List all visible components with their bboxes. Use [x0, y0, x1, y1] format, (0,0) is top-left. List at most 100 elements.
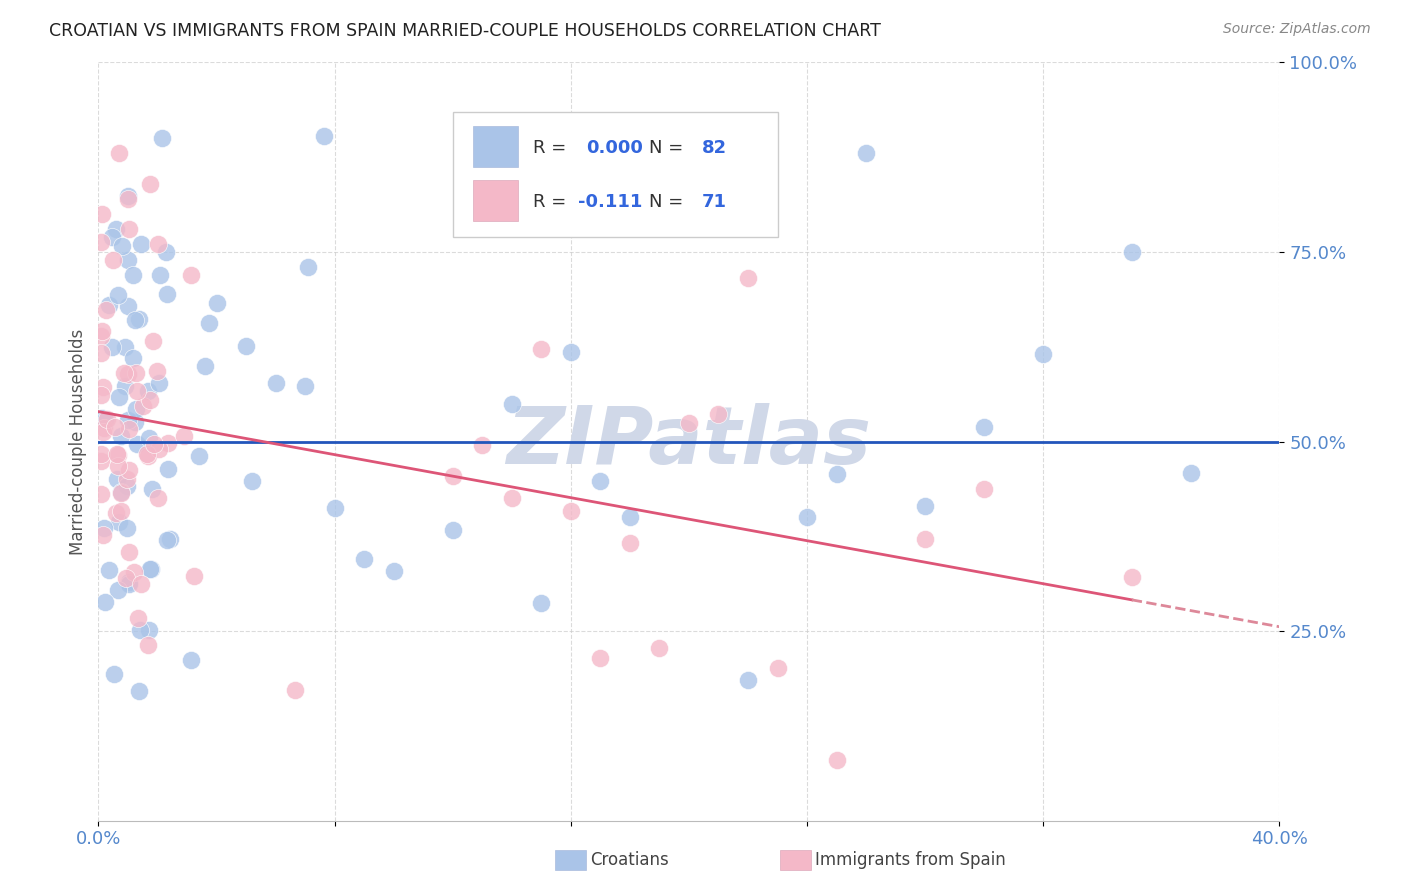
Point	[118, 463, 141, 477]
Point	[125, 384, 148, 398]
Point	[441, 524, 464, 538]
Point	[142, 334, 165, 348]
Point	[132, 400, 155, 414]
Point	[796, 510, 818, 524]
Point	[129, 237, 152, 252]
Point	[648, 640, 671, 655]
Point	[108, 516, 131, 530]
Point	[825, 467, 848, 481]
Point	[127, 437, 149, 451]
Point	[138, 431, 160, 445]
Point	[180, 268, 202, 282]
Point	[111, 239, 134, 253]
Point	[96, 412, 118, 426]
Point	[90, 207, 112, 221]
Point	[110, 484, 132, 499]
Point	[105, 471, 128, 485]
Point	[707, 407, 730, 421]
Point	[115, 479, 138, 493]
Point	[914, 500, 936, 514]
Point	[471, 438, 494, 452]
Point	[97, 564, 120, 578]
Point	[107, 448, 129, 462]
Text: ZIPatlas: ZIPatlas	[506, 402, 872, 481]
Point	[149, 268, 172, 282]
Point	[156, 533, 179, 547]
Point	[118, 222, 141, 236]
Point	[148, 376, 170, 390]
Point	[530, 342, 553, 356]
Point	[1121, 245, 1143, 260]
Point	[914, 532, 936, 546]
Point	[117, 192, 139, 206]
Point	[101, 229, 124, 244]
Point	[240, 474, 263, 488]
Point	[125, 367, 148, 381]
Point	[107, 390, 129, 404]
Point	[115, 571, 138, 585]
Point	[353, 551, 375, 566]
Point	[235, 339, 257, 353]
Point	[90, 447, 112, 461]
Point	[173, 429, 195, 443]
Point	[128, 684, 150, 698]
Point	[103, 667, 125, 681]
Text: 82: 82	[702, 139, 727, 157]
Point	[323, 500, 346, 515]
Point	[105, 222, 128, 236]
Point	[1032, 346, 1054, 360]
Point	[264, 376, 287, 390]
Point	[90, 387, 112, 401]
Point	[90, 346, 112, 360]
Point	[155, 287, 177, 301]
Point	[135, 447, 157, 461]
Point	[104, 420, 127, 434]
Point	[124, 415, 146, 429]
Point	[112, 366, 135, 380]
Point	[91, 528, 114, 542]
Point	[90, 235, 112, 250]
Point	[129, 624, 152, 638]
Point	[91, 425, 114, 439]
Point	[117, 252, 139, 267]
Point	[117, 577, 139, 591]
Point	[1121, 570, 1143, 584]
Point	[530, 596, 553, 610]
Point	[136, 384, 159, 399]
Point	[122, 351, 145, 365]
Point	[155, 244, 177, 259]
Point	[91, 324, 114, 338]
Point	[148, 442, 170, 456]
Point	[105, 506, 128, 520]
Point	[90, 411, 112, 425]
Point	[141, 482, 163, 496]
Text: CROATIAN VS IMMIGRANTS FROM SPAIN MARRIED-COUPLE HOUSEHOLDS CORRELATION CHART: CROATIAN VS IMMIGRANTS FROM SPAIN MARRIE…	[49, 22, 882, 40]
Point	[98, 298, 121, 312]
Text: Source: ZipAtlas.com: Source: ZipAtlas.com	[1223, 22, 1371, 37]
Point	[501, 491, 523, 505]
Point	[146, 491, 169, 505]
Point	[825, 753, 848, 767]
Point	[619, 535, 641, 549]
Point	[94, 595, 117, 609]
Point	[96, 303, 118, 318]
Point	[297, 260, 319, 275]
Point	[91, 380, 114, 394]
Point	[156, 462, 179, 476]
Point	[108, 146, 131, 161]
Text: N =: N =	[648, 194, 689, 211]
Point	[294, 379, 316, 393]
Point	[117, 189, 139, 203]
Point	[117, 367, 139, 381]
Point	[115, 472, 138, 486]
Y-axis label: Married-couple Households: Married-couple Households	[69, 328, 87, 555]
Point	[110, 503, 132, 517]
Point	[312, 129, 335, 144]
Point	[284, 682, 307, 697]
Point	[93, 521, 115, 535]
Point	[128, 312, 150, 326]
Point	[560, 504, 582, 518]
Point	[194, 359, 217, 373]
FancyBboxPatch shape	[453, 112, 778, 236]
Point	[125, 401, 148, 416]
